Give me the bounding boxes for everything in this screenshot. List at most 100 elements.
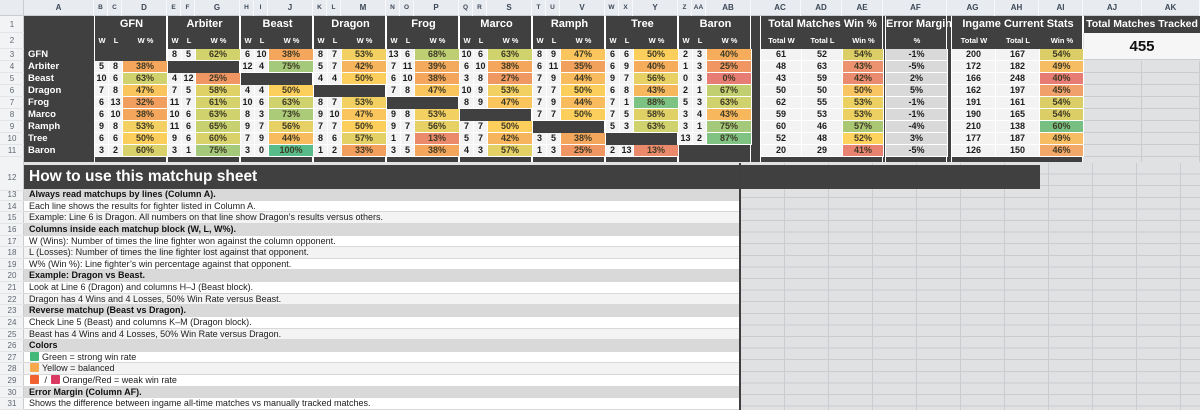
- block-tree-subheader-l[interactable]: L: [624, 36, 630, 45]
- cell-marco-vs-frog-l[interactable]: 8: [401, 109, 415, 121]
- cell-arbiter-vs-tree-winpct[interactable]: 40%: [634, 61, 679, 73]
- ingame-winpct-cell[interactable]: 54%: [1040, 109, 1084, 121]
- row-number-28[interactable]: 28: [0, 363, 24, 376]
- cell-frog-vs-arbiter-l[interactable]: 7: [182, 97, 196, 109]
- cell-marco-vs-dragon-winpct[interactable]: 47%: [342, 109, 387, 121]
- cell-arbiter-vs-frog-l[interactable]: 11: [401, 61, 415, 73]
- instruction-heading[interactable]: Colors: [24, 340, 739, 352]
- total-winpct-cell[interactable]: 54%: [843, 49, 884, 61]
- total-w-cell[interactable]: 61: [761, 49, 802, 61]
- cell-gfn-vs-frog-w[interactable]: 13: [387, 49, 401, 61]
- cell-baron-vs-beast-l[interactable]: 0: [255, 145, 269, 157]
- cell-beast-vs-marco-l[interactable]: 8: [474, 73, 488, 85]
- ingame-l-cell[interactable]: 197: [996, 85, 1040, 97]
- ingame-l-cell[interactable]: 187: [996, 133, 1040, 145]
- cell-tree-vs-ramph-winpct[interactable]: 38%: [561, 133, 606, 145]
- ingame-winpct-cell[interactable]: 45%: [1040, 85, 1084, 97]
- error-margin-cell[interactable]: -1%: [886, 97, 948, 109]
- cell-arbiter-vs-tree-w[interactable]: 6: [606, 61, 620, 73]
- cell-marco-vs-ramph-w[interactable]: 7: [533, 109, 547, 121]
- cell-tree-vs-gfn-l[interactable]: 6: [109, 133, 123, 145]
- fighter-row-label-marco[interactable]: Marco: [28, 109, 56, 120]
- cell-baron-vs-frog-w[interactable]: 3: [387, 145, 401, 157]
- cell-dragon-vs-gfn-winpct[interactable]: 47%: [123, 85, 168, 97]
- cell-dragon-vs-frog-w[interactable]: 7: [387, 85, 401, 97]
- cell-baron-vs-tree-l[interactable]: 13: [620, 145, 634, 157]
- cell-arbiter-vs-tree-l[interactable]: 9: [620, 61, 634, 73]
- ingame-winpct-cell[interactable]: 54%: [1040, 97, 1084, 109]
- cell-gfn-vs-tree-w[interactable]: 6: [606, 49, 620, 61]
- error-margin-cell[interactable]: -1%: [886, 49, 948, 61]
- row-number-1[interactable]: 1: [0, 16, 24, 33]
- ingame-stats-subheader-totalw[interactable]: Total W: [960, 36, 988, 45]
- cell-baron-vs-tree-winpct[interactable]: 13%: [634, 145, 679, 157]
- cell-marco-vs-beast-winpct[interactable]: 73%: [269, 109, 314, 121]
- cell-dragon-vs-marco-winpct[interactable]: 53%: [488, 85, 533, 97]
- column-letter-H[interactable]: H: [240, 0, 254, 16]
- cell-dragon-vs-beast-winpct[interactable]: 50%: [269, 85, 314, 97]
- total-l-cell[interactable]: 63: [802, 61, 843, 73]
- block-baron-subheader-w[interactable]: W: [682, 36, 690, 45]
- fighter-row-label-tree[interactable]: Tree: [28, 133, 48, 144]
- column-letter-B[interactable]: B: [94, 0, 108, 16]
- totals-subheader-totalw[interactable]: Total W: [768, 36, 795, 45]
- corner-cell[interactable]: [0, 0, 24, 16]
- cell-beast-vs-ramph-l[interactable]: 9: [547, 73, 561, 85]
- cell-gfn-vs-ramph-w[interactable]: 8: [533, 49, 547, 61]
- block-gfn-subheader-w[interactable]: W: [98, 36, 106, 45]
- total-winpct-cell[interactable]: 53%: [843, 109, 884, 121]
- row-number-29[interactable]: 29: [0, 375, 24, 387]
- cell-baron-vs-ramph-winpct[interactable]: 25%: [561, 145, 606, 157]
- cell-beast-vs-gfn-winpct[interactable]: 63%: [123, 73, 168, 85]
- cell-tree-vs-beast-winpct[interactable]: 44%: [269, 133, 314, 145]
- cell-frog-vs-beast-winpct[interactable]: 63%: [269, 97, 314, 109]
- block-marco-subheader-l[interactable]: L: [478, 36, 484, 45]
- cell-marco-vs-baron-l[interactable]: 4: [693, 109, 707, 121]
- block-marco-header[interactable]: Marco: [480, 18, 513, 30]
- block-marco-subheader-w[interactable]: W: [463, 36, 471, 45]
- column-letter-AI[interactable]: AI: [1039, 0, 1083, 16]
- cell-marco-vs-gfn-l[interactable]: 10: [109, 109, 123, 121]
- cell-ramph-vs-beast-l[interactable]: 7: [255, 121, 269, 133]
- ingame-l-cell[interactable]: 182: [996, 61, 1040, 73]
- cell-marco-vs-beast-l[interactable]: 3: [255, 109, 269, 121]
- cell-ramph-vs-tree-w[interactable]: 5: [606, 121, 620, 133]
- cell-frog-vs-beast-w[interactable]: 10: [241, 97, 255, 109]
- totals-subheader-totall[interactable]: Total L: [810, 36, 835, 45]
- fighter-row-label-baron[interactable]: Baron: [28, 145, 56, 156]
- cell-arbiter-vs-baron-winpct[interactable]: 25%: [707, 61, 752, 73]
- cell-frog-vs-dragon-w[interactable]: 8: [314, 97, 328, 109]
- total-l-cell[interactable]: 55: [802, 97, 843, 109]
- cell-baron-vs-ramph-l[interactable]: 3: [547, 145, 561, 157]
- block-beast-subheader-l[interactable]: L: [259, 36, 265, 45]
- cell-marco-vs-frog-w[interactable]: 9: [387, 109, 401, 121]
- error-margin-subheader-[interactable]: %: [913, 36, 921, 45]
- cell-gfn-vs-beast-winpct[interactable]: 38%: [269, 49, 314, 61]
- cell-baron-vs-frog-l[interactable]: 5: [401, 145, 415, 157]
- block-tree-subheader-w[interactable]: W %: [648, 36, 665, 45]
- cell-arbiter-vs-beast-winpct[interactable]: 75%: [269, 61, 314, 73]
- total-w-cell[interactable]: 60: [761, 121, 802, 133]
- cell-baron-vs-arbiter-w[interactable]: 3: [168, 145, 182, 157]
- instruction-heading[interactable]: Example: Dragon vs Beast.: [24, 270, 739, 283]
- ingame-l-cell[interactable]: 167: [996, 49, 1040, 61]
- block-frog-subheader-w[interactable]: W: [390, 36, 398, 45]
- block-dragon-subheader-w[interactable]: W: [317, 36, 325, 45]
- cell-dragon-vs-frog-l[interactable]: 8: [401, 85, 415, 97]
- total-w-cell[interactable]: 20: [761, 145, 802, 157]
- cell-gfn-vs-dragon-winpct[interactable]: 53%: [342, 49, 387, 61]
- cell-dragon-vs-ramph-l[interactable]: 7: [547, 85, 561, 97]
- error-margin-cell[interactable]: -5%: [886, 61, 948, 73]
- block-beast-subheader-w[interactable]: W %: [283, 36, 300, 45]
- column-letter-W[interactable]: W: [605, 0, 619, 16]
- cell-frog-vs-gfn-w[interactable]: 6: [95, 97, 109, 109]
- row-number-21[interactable]: 21: [0, 282, 24, 294]
- cell-tree-vs-frog-l[interactable]: 7: [401, 133, 415, 145]
- block-dragon-subheader-l[interactable]: L: [332, 36, 338, 45]
- instruction-heading[interactable]: Always read matchups by lines (Column A)…: [24, 189, 739, 201]
- block-arbiter-subheader-l[interactable]: L: [186, 36, 192, 45]
- row-number-9[interactable]: 9: [0, 121, 24, 133]
- column-letter-Y[interactable]: Y: [633, 0, 678, 16]
- cell-frog-vs-ramph-winpct[interactable]: 44%: [561, 97, 606, 109]
- cell-arbiter-vs-ramph-winpct[interactable]: 35%: [561, 61, 606, 73]
